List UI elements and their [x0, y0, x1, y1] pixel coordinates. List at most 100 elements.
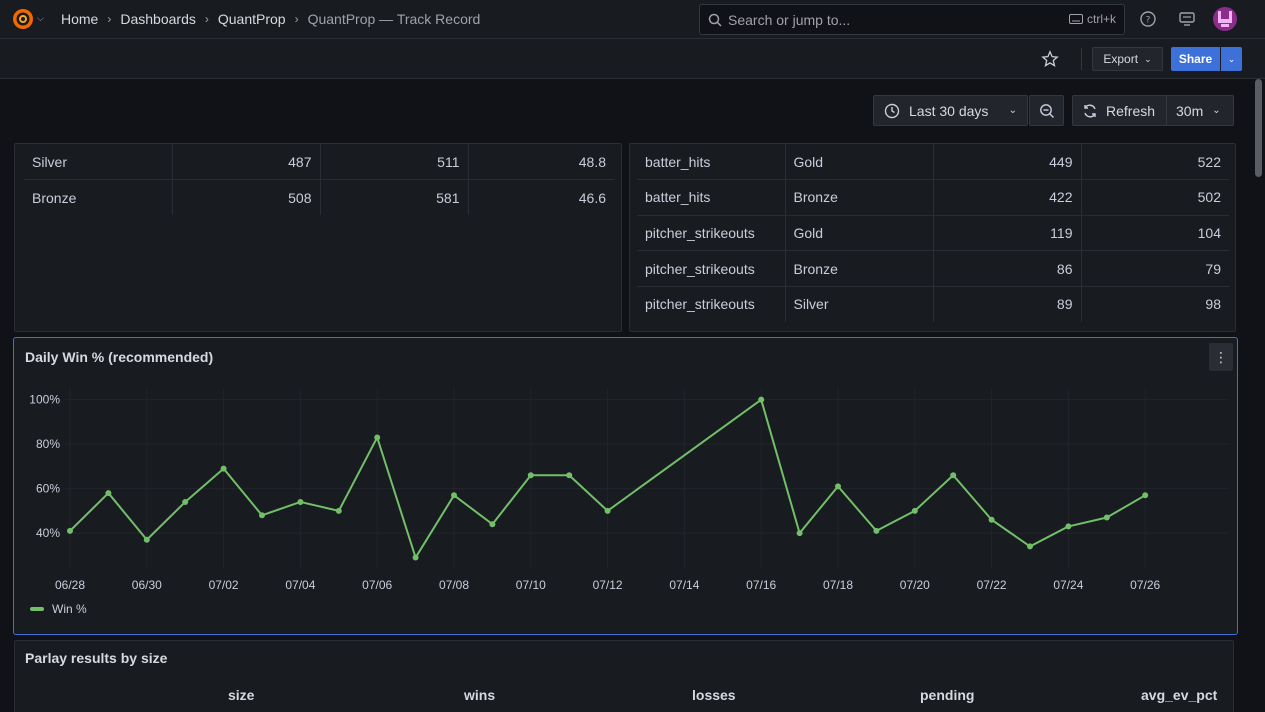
legend-swatch — [30, 607, 44, 611]
breadcrumb-current: QuantProp — Track Record — [307, 11, 481, 27]
share-button[interactable]: Share — [1171, 47, 1220, 71]
search-placeholder: Search or jump to... — [728, 11, 851, 28]
table-cell: batter_hits — [637, 179, 786, 216]
y-tick-label: 80% — [36, 437, 60, 451]
table-cell: batter_hits — [637, 144, 786, 181]
table-cell: 508 — [172, 179, 321, 216]
avatar-icon — [1218, 11, 1232, 27]
table-cell: 511 — [320, 144, 469, 181]
table-row: pitcher_strikeouts Bronze 86 79 — [637, 250, 1229, 287]
data-point — [1142, 492, 1149, 499]
chevron-down-icon[interactable]: ⌵ — [37, 13, 44, 23]
table-row: Bronze 508 581 46.6 — [24, 179, 614, 216]
column-header-losses[interactable]: losses — [692, 687, 736, 703]
refresh-interval-label: 30m — [1176, 102, 1204, 119]
search-input[interactable]: Search or jump to... ctrl+k — [699, 4, 1125, 35]
x-tick-label: 07/20 — [900, 578, 930, 592]
zoom-out-button[interactable] — [1029, 95, 1064, 126]
y-tick-label: 60% — [36, 482, 60, 496]
parlay-panel: Parlay results by size size wins losses … — [14, 640, 1234, 712]
data-point — [451, 492, 457, 499]
win-pct-chart: 40% 60% 80% 100% 06/28 06/30 07/02 07/04 07/06 07… — [29, 388, 1228, 592]
legend-label: Win % — [52, 602, 87, 616]
series-line-win-pct — [69, 398, 1146, 559]
data-point — [604, 507, 611, 514]
data-point — [67, 527, 73, 534]
data-point — [412, 554, 419, 561]
scrollbar[interactable] — [1253, 79, 1263, 712]
grafana-logo-icon[interactable] — [11, 7, 35, 31]
table-row: pitcher_strikeouts Silver 89 98 — [637, 286, 1229, 322]
chart-legend[interactable]: Win % — [30, 602, 87, 616]
data-point — [105, 490, 112, 497]
data-point — [758, 396, 765, 403]
x-tick-label: 07/22 — [977, 578, 1007, 592]
chevron-right-icon: › — [294, 12, 299, 26]
time-range-label: Last 30 days — [909, 102, 989, 119]
table-cell: pitcher_strikeouts — [637, 286, 786, 322]
chevron-right-icon: › — [107, 12, 112, 26]
star-icon[interactable] — [1041, 50, 1059, 68]
x-tick-label: 06/28 — [55, 578, 85, 592]
x-tick-label: 07/14 — [669, 578, 699, 592]
x-tick-label: 07/18 — [823, 578, 853, 592]
data-point — [796, 530, 803, 537]
table-cell: Silver — [24, 144, 173, 181]
time-range-picker[interactable]: Last 30 days ⌄ — [873, 95, 1028, 126]
table-cell: 502 — [1081, 179, 1229, 216]
chevron-right-icon: › — [204, 12, 209, 26]
chevron-down-icon: ⌄ — [1212, 105, 1221, 116]
refresh-interval-picker[interactable]: 30m ⌄ — [1166, 95, 1234, 126]
x-tick-label: 06/30 — [132, 578, 162, 592]
table-row: Silver 487 511 48.8 — [24, 144, 614, 181]
data-point — [873, 527, 880, 534]
table-cell: 79 — [1081, 250, 1229, 287]
data-point — [1027, 543, 1033, 550]
data-point — [911, 507, 918, 514]
share-menu-button[interactable]: ⌄ — [1221, 47, 1242, 71]
data-point — [988, 516, 995, 523]
help-icon[interactable]: ? — [1139, 10, 1157, 28]
column-header-size[interactable]: size — [228, 687, 255, 703]
y-tick-label: 40% — [36, 526, 60, 540]
table-row: pitcher_strikeouts Gold 119 104 — [637, 215, 1229, 252]
table-cell: pitcher_strikeouts — [637, 250, 786, 287]
svg-text:?: ? — [1146, 16, 1151, 26]
table-cell: 46.6 — [578, 189, 606, 206]
scrollbar-thumb[interactable] — [1255, 79, 1262, 177]
column-header-avg-ev-pct[interactable]: avg_ev_pct — [1141, 687, 1218, 703]
breadcrumb-home[interactable]: Home — [61, 11, 99, 27]
news-icon[interactable] — [1178, 10, 1196, 28]
column-header-pending[interactable]: pending — [920, 687, 975, 703]
export-button[interactable]: Export ⌄ — [1092, 47, 1163, 71]
table-row: batter_hits Bronze 422 502 — [637, 179, 1229, 216]
breadcrumb-folder[interactable]: QuantProp — [217, 11, 286, 27]
right-table-panel: batter_hits Gold 449 522 batter_hits Bro… — [629, 143, 1236, 332]
refresh-button[interactable]: Refresh — [1072, 95, 1167, 126]
export-label: Export — [1103, 52, 1139, 66]
x-tick-label: 07/10 — [516, 578, 546, 592]
data-point — [374, 434, 381, 441]
table-cell: 522 — [1081, 144, 1229, 181]
x-tick-label: 07/02 — [209, 578, 239, 592]
x-tick-label: 07/16 — [746, 578, 776, 592]
data-point — [143, 536, 150, 543]
clock-icon — [884, 103, 900, 118]
data-point — [1065, 523, 1072, 530]
column-header-wins[interactable]: wins — [464, 687, 496, 703]
table-cell: 449 — [933, 144, 1082, 181]
data-point — [335, 507, 342, 514]
daily-win-panel[interactable]: Daily Win % (recommended) ⋮ 40% 60% 80% 100… — [13, 337, 1238, 635]
top-navbar: ⌵ Home › Dashboards › QuantProp › QuantP… — [0, 0, 1265, 39]
user-avatar[interactable] — [1213, 7, 1237, 31]
table-cell: 86 — [933, 250, 1082, 287]
table-cell: Bronze — [785, 179, 934, 216]
breadcrumb-dashboards[interactable]: Dashboards — [120, 11, 196, 27]
data-point — [259, 512, 265, 519]
table-cell: Bronze — [785, 250, 934, 287]
x-tick-label: 07/24 — [1053, 578, 1083, 592]
table-cell: 104 — [1081, 215, 1229, 252]
panel-title: Parlay results by size — [25, 650, 168, 666]
table-cell: 119 — [933, 215, 1082, 252]
panel-menu-icon[interactable]: ⋮ — [1209, 343, 1233, 371]
